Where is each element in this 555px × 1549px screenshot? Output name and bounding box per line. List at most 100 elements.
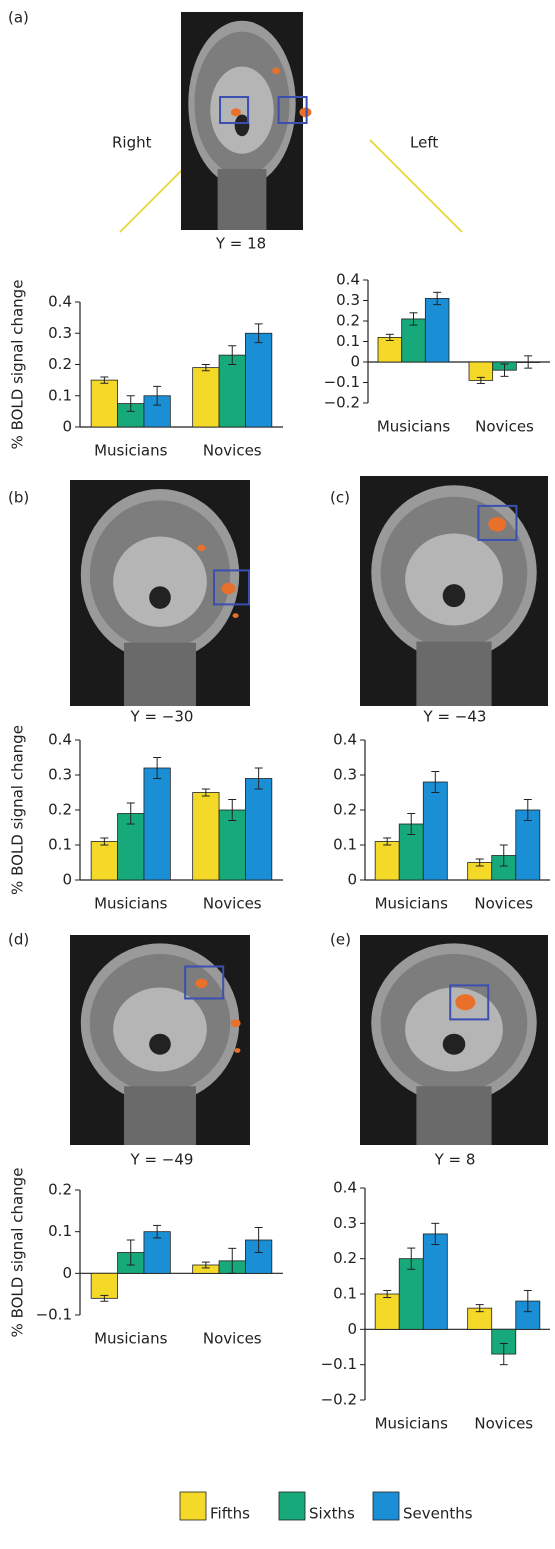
- bar: [245, 333, 271, 427]
- bar: [219, 355, 245, 427]
- y-tick-label: 0.1: [48, 386, 72, 404]
- y-tick-label: 0.1: [336, 332, 360, 350]
- panel-label: (c): [330, 489, 350, 507]
- image-caption: Y = −49: [130, 1151, 194, 1169]
- side-label: Right: [112, 134, 152, 152]
- bar: [91, 1273, 117, 1298]
- activation: [272, 68, 280, 74]
- y-tick-label: 0: [347, 1320, 357, 1338]
- ventricle: [443, 584, 466, 607]
- x-tick-label: Musicians: [377, 418, 451, 436]
- bar: [193, 368, 219, 427]
- x-tick-label: Musicians: [94, 442, 168, 460]
- activation: [231, 108, 241, 116]
- y-tick-label: 0.4: [333, 731, 357, 749]
- white-matter: [405, 534, 503, 626]
- y-tick-label: 0.4: [333, 1179, 357, 1197]
- ventricle: [149, 1034, 171, 1055]
- y-tick-label: 0.1: [48, 836, 72, 854]
- activation: [233, 613, 239, 618]
- connector: [370, 140, 462, 232]
- x-tick-label: Novices: [203, 1330, 262, 1348]
- neck: [124, 1086, 196, 1145]
- legend-swatch: [279, 1492, 305, 1520]
- y-tick-label: −0.1: [36, 1306, 72, 1324]
- y-tick-label: −0.1: [321, 1355, 357, 1373]
- image-caption: Y = 18: [215, 235, 266, 253]
- white-matter: [113, 537, 207, 627]
- x-tick-label: Novices: [203, 895, 262, 913]
- bar: [423, 782, 447, 880]
- y-tick-label: 0.2: [48, 355, 72, 373]
- neck: [416, 642, 491, 706]
- y-tick-label: −0.2: [321, 1391, 357, 1409]
- neck: [124, 643, 196, 706]
- bar: [378, 337, 402, 362]
- x-tick-label: Musicians: [375, 895, 449, 913]
- y-tick-label: 0.4: [48, 293, 72, 311]
- x-tick-label: Musicians: [375, 1415, 449, 1433]
- y-tick-label: −0.1: [324, 373, 360, 391]
- activation: [299, 107, 311, 117]
- panel-label: (e): [330, 931, 351, 949]
- image-caption: Y = −30: [130, 708, 194, 726]
- y-tick-label: −0.2: [324, 394, 360, 412]
- legend-label: Sevenths: [403, 1505, 473, 1523]
- white-matter: [113, 988, 207, 1072]
- legend-swatch: [180, 1492, 206, 1520]
- panel-label: (b): [8, 489, 29, 507]
- y-tick-label: 0.4: [48, 731, 72, 749]
- figure: (a) (b) (c) (d) (e) Right Left Y = 18 Y …: [0, 0, 555, 1545]
- legend-swatch: [373, 1492, 399, 1520]
- x-tick-label: Musicians: [94, 1330, 168, 1348]
- panel-label: (d): [8, 931, 29, 949]
- y-tick-label: 0.3: [333, 766, 357, 784]
- y-tick-label: 0.2: [333, 1249, 357, 1267]
- bar: [425, 298, 449, 362]
- brain-image: [70, 935, 250, 1145]
- panel-label: (a): [8, 9, 29, 27]
- y-tick-label: 0.2: [48, 1181, 72, 1199]
- y-axis-label: % BOLD signal change: [9, 725, 27, 895]
- x-tick-label: Novices: [475, 418, 534, 436]
- x-tick-label: Novices: [203, 442, 262, 460]
- y-tick-label: 0.1: [333, 836, 357, 854]
- y-tick-label: 0.3: [48, 324, 72, 342]
- y-tick-label: 0: [350, 353, 360, 371]
- y-tick-label: 0.2: [48, 801, 72, 819]
- bar: [375, 842, 399, 881]
- brain-image: [70, 480, 250, 706]
- x-tick-label: Novices: [474, 895, 533, 913]
- y-tick-label: 0: [62, 1264, 72, 1282]
- activation: [221, 583, 235, 594]
- activation: [234, 1048, 240, 1053]
- page: {"panels": [ {"label": "(a)", "caption":…: [0, 0, 555, 1549]
- y-tick-label: 0: [62, 871, 72, 889]
- brain-image: [181, 12, 311, 230]
- legend-label: Sixths: [309, 1505, 355, 1523]
- y-axis-label: % BOLD signal change: [9, 280, 27, 450]
- neck: [416, 1086, 491, 1145]
- y-tick-label: 0: [347, 871, 357, 889]
- y-tick-label: 0.3: [48, 766, 72, 784]
- y-tick-label: 0: [62, 418, 72, 436]
- bar: [91, 380, 117, 427]
- activation: [197, 545, 205, 551]
- x-tick-label: Novices: [474, 1415, 533, 1433]
- legend-label: Fifths: [210, 1505, 250, 1523]
- side-label: Left: [410, 134, 438, 152]
- y-tick-label: 0.2: [336, 312, 360, 330]
- activation: [195, 979, 207, 989]
- bar: [91, 842, 117, 881]
- y-tick-label: 0.1: [48, 1222, 72, 1240]
- x-tick-label: Musicians: [94, 895, 168, 913]
- y-tick-label: 0.1: [333, 1285, 357, 1303]
- y-tick-label: 0.4: [336, 271, 360, 289]
- bar: [193, 793, 219, 881]
- ventricle: [443, 1034, 466, 1055]
- bar: [375, 1294, 399, 1329]
- activation: [488, 517, 506, 531]
- y-axis-label: % BOLD signal change: [9, 1168, 27, 1338]
- image-caption: Y = −43: [423, 708, 487, 726]
- ventricle: [149, 586, 171, 609]
